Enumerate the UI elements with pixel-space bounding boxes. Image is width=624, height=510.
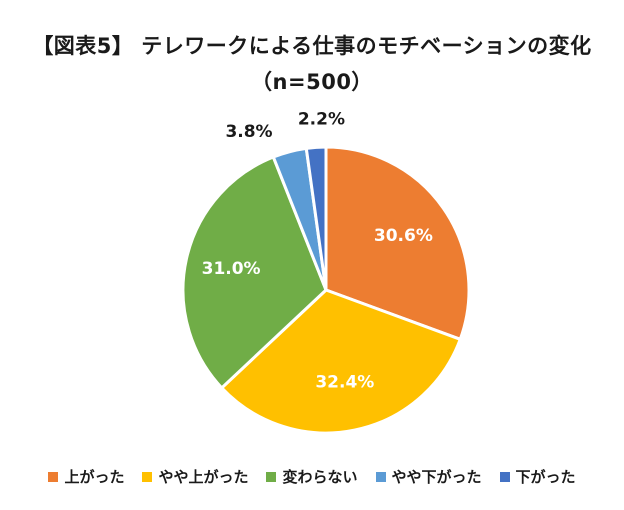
legend-label-4: やや下がった (391, 468, 482, 486)
legend-swatch-5 (499, 471, 510, 482)
pie-slice-1 (324, 145, 471, 342)
data-label-3: 31.0% (202, 259, 261, 279)
pie-chart: 30.6% 32.4% 31.0% 3.8% 2.2% (181, 109, 471, 435)
legend: 上がった やや上がった 変わらない やや下がった 下がった (0, 466, 624, 487)
legend-swatch-4 (375, 471, 386, 482)
legend-label-1: 上がった (64, 468, 125, 486)
chart-subtitle: （n=500） (251, 70, 373, 94)
pie-slice-5 (304, 145, 328, 291)
legend-swatch-1 (48, 471, 59, 482)
pie-slice-2 (219, 288, 463, 435)
chart-title: 【図表5】 テレワークによる仕事のモチベーションの変化 (32, 34, 592, 58)
data-label-5: 2.2% (298, 109, 345, 129)
legend-item-2: やや上がった (142, 466, 248, 487)
legend-item-4: やや下がった (375, 466, 482, 487)
pie-slice-3 (181, 155, 328, 391)
data-label-2: 32.4% (315, 372, 374, 392)
legend-item-3: 変わらない (266, 466, 358, 487)
legend-item-1: 上がった (48, 466, 124, 487)
data-label-1: 30.6% (374, 226, 433, 246)
legend-label-2: やや上がった (158, 468, 249, 486)
legend-swatch-2 (142, 471, 153, 482)
data-label-4: 3.8% (225, 122, 272, 142)
legend-swatch-3 (266, 471, 277, 482)
legend-label-5: 下がった (515, 468, 576, 486)
legend-item-5: 下がった (499, 466, 576, 487)
legend-label-3: 変わらない (282, 468, 358, 486)
